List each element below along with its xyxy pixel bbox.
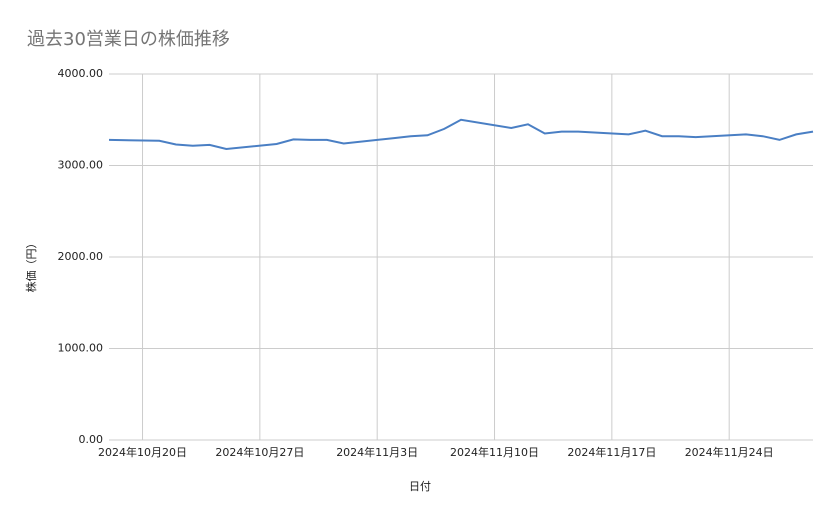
y-tick-label: 4000.00 [58, 67, 104, 80]
x-tick-label: 2024年11月10日 [450, 445, 539, 459]
y-tick-label: 3000.00 [58, 159, 104, 172]
x-tick-label: 2024年11月3日 [336, 445, 418, 459]
y-axis-label: 株価（円） [24, 238, 38, 293]
x-tick-label: 2024年10月20日 [98, 445, 187, 459]
x-tick-label: 2024年11月24日 [685, 445, 774, 459]
y-tick-label: 0.00 [79, 433, 104, 446]
line [108, 118, 814, 151]
chart-title: 過去30営業日の株価推移 [27, 29, 230, 50]
x-axis-label: 日付 [409, 480, 431, 493]
y-tick-label: 2000.00 [58, 250, 104, 263]
x-tick-label: 2024年10月27日 [215, 445, 304, 459]
x-tick-label: 2024年11月17日 [567, 445, 656, 459]
y-tick-label: 1000.00 [58, 342, 104, 355]
